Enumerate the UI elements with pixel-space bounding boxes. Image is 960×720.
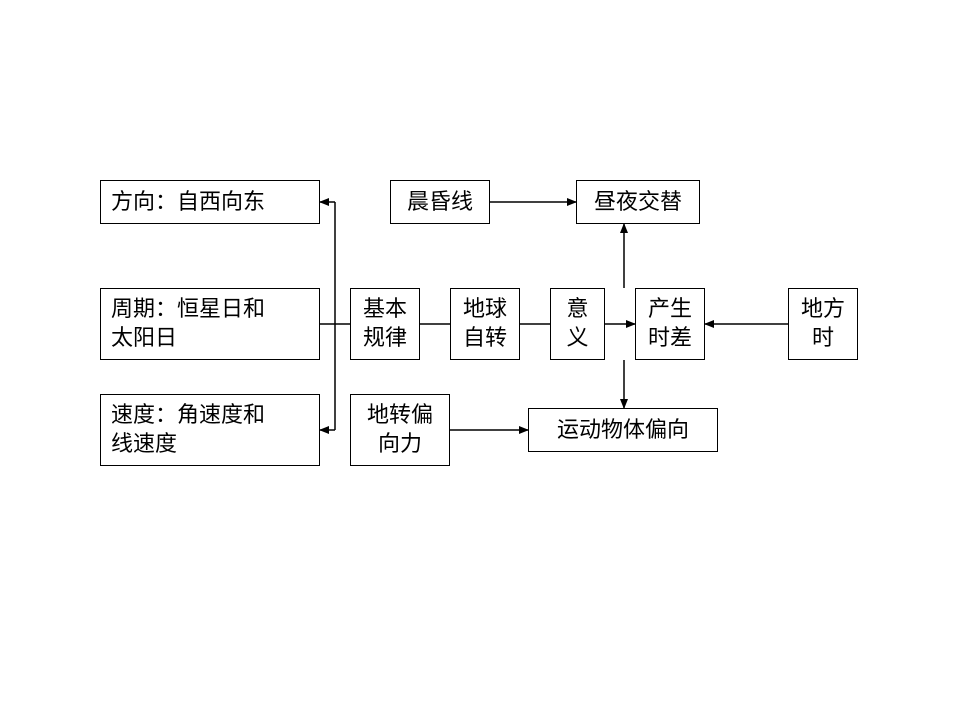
node-label: 地方 时 (801, 295, 845, 352)
node-earth-rotation: 地球 自转 (450, 288, 520, 360)
node-label: 产生 时差 (648, 295, 692, 352)
node-label: 基本 规律 (363, 295, 407, 352)
node-label: 意 义 (566, 295, 588, 352)
node-basic-law: 基本 规律 (350, 288, 420, 360)
node-terminator: 晨昏线 (390, 180, 490, 224)
node-coriolis: 地转偏 向力 (350, 394, 450, 466)
node-daynight: 昼夜交替 (576, 180, 700, 224)
node-label: 地球 自转 (463, 295, 507, 352)
node-label: 晨昏线 (407, 188, 473, 217)
node-deflection: 运动物体偏向 (528, 408, 718, 452)
node-label: 速度：角速度和 线速度 (111, 401, 265, 458)
node-direction: 方向：自西向东 (100, 180, 320, 224)
node-time-diff: 产生 时差 (635, 288, 705, 360)
node-period: 周期：恒星日和 太阳日 (100, 288, 320, 360)
node-label: 地转偏 向力 (367, 401, 433, 458)
diagram-canvas: 方向：自西向东 周期：恒星日和 太阳日 速度：角速度和 线速度 晨昏线 昼夜交替… (0, 0, 960, 720)
node-speed: 速度：角速度和 线速度 (100, 394, 320, 466)
node-label: 周期：恒星日和 太阳日 (111, 295, 265, 352)
node-label: 昼夜交替 (594, 188, 682, 217)
node-label: 方向：自西向东 (111, 188, 265, 217)
node-local-time: 地方 时 (788, 288, 858, 360)
node-significance: 意 义 (550, 288, 605, 360)
connector-layer (0, 0, 960, 720)
node-label: 运动物体偏向 (557, 416, 689, 445)
